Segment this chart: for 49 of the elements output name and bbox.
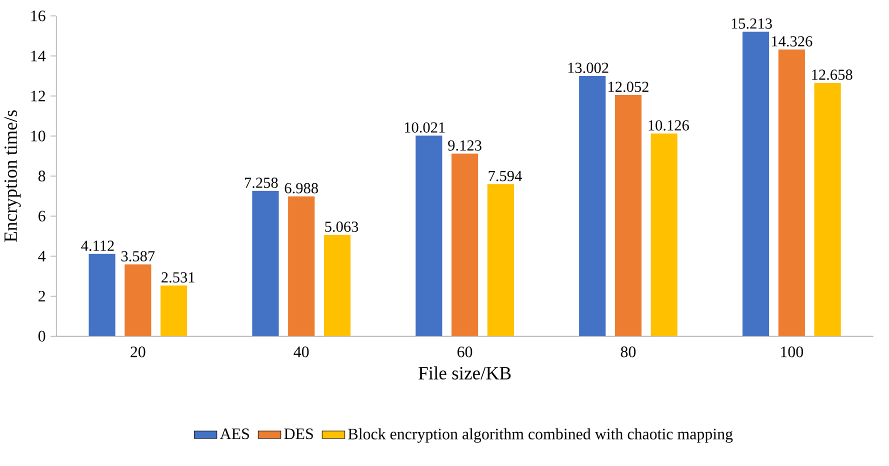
x-axis-title: File size/KB bbox=[418, 366, 511, 380]
data-label: 7.258 bbox=[244, 177, 278, 188]
data-label: 12.658 bbox=[812, 69, 852, 80]
bar bbox=[288, 196, 315, 336]
y-tick-label: 6 bbox=[38, 210, 46, 222]
x-tick-label: 20 bbox=[130, 346, 146, 358]
y-tick-label: 16 bbox=[31, 10, 46, 22]
data-label: 9.123 bbox=[448, 140, 482, 150]
data-label: 14.326 bbox=[772, 36, 812, 46]
data-label: 5.063 bbox=[325, 221, 358, 232]
data-label: 12.052 bbox=[608, 81, 648, 92]
x-tick-label: 40 bbox=[294, 346, 309, 358]
bar bbox=[650, 133, 678, 336]
bar bbox=[778, 49, 805, 336]
data-label: 4.112 bbox=[81, 240, 114, 251]
data-label: 10.021 bbox=[404, 122, 445, 132]
data-label: 2.531 bbox=[162, 272, 194, 282]
bar bbox=[814, 82, 841, 336]
x-tick-label: 100 bbox=[781, 346, 804, 358]
y-tick-label: 4 bbox=[38, 250, 46, 262]
bar bbox=[124, 264, 152, 336]
y-axis-title: Encryption time/s bbox=[4, 110, 21, 242]
legend-label: AES bbox=[220, 428, 249, 439]
y-tick-label: 0 bbox=[38, 330, 46, 342]
data-label: 6.988 bbox=[284, 182, 318, 194]
legend-label: DES bbox=[284, 428, 313, 439]
bar bbox=[88, 254, 116, 336]
legend-label: Block encryption algorithm combined with chaotic mapping bbox=[348, 428, 733, 443]
bar bbox=[324, 234, 351, 336]
bar bbox=[416, 135, 442, 336]
bar bbox=[452, 153, 478, 336]
y-tick-label: 14 bbox=[31, 50, 46, 62]
data-label: 7.594 bbox=[488, 170, 522, 182]
y-tick-label: 2 bbox=[38, 290, 45, 302]
data-label: 15.213 bbox=[732, 18, 772, 29]
data-label: 3.587 bbox=[121, 250, 155, 262]
bar bbox=[160, 285, 188, 336]
y-tick-label: 8 bbox=[38, 170, 46, 182]
bar bbox=[579, 76, 606, 336]
bar bbox=[614, 94, 642, 336]
bar bbox=[742, 32, 770, 336]
bar bbox=[252, 190, 279, 336]
data-label: 13.002 bbox=[568, 62, 608, 73]
y-tick-label: 12 bbox=[31, 90, 45, 102]
bar bbox=[487, 184, 514, 336]
y-tick-label: 10 bbox=[31, 130, 46, 142]
x-tick-label: 80 bbox=[620, 346, 636, 358]
x-tick-label: 60 bbox=[458, 346, 472, 358]
data-label: 10.126 bbox=[648, 120, 689, 130]
